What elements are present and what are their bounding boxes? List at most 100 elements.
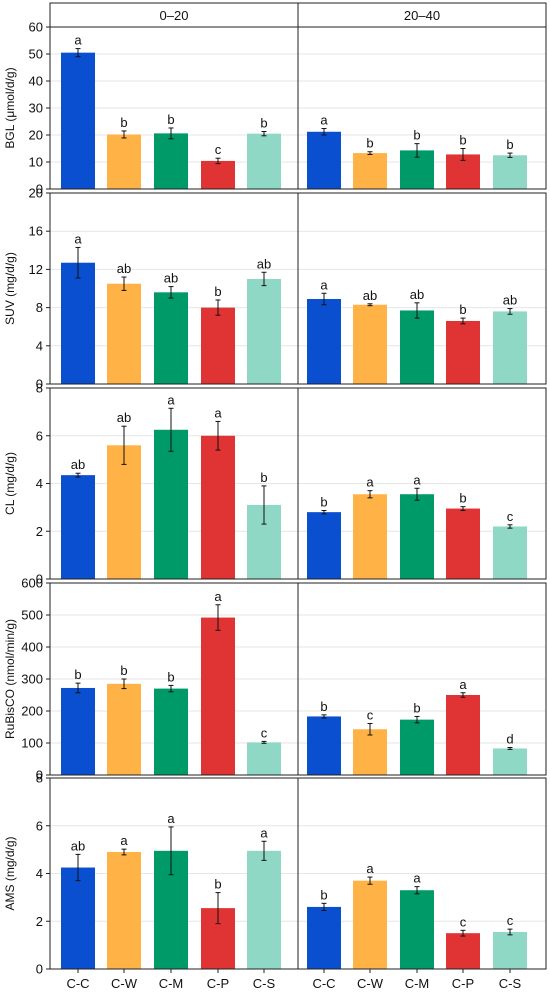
- y-tick-label: 20: [29, 186, 43, 201]
- bar-c-c-group2: [307, 131, 341, 189]
- y-axis-label: CL (mg/d/g): [3, 452, 17, 515]
- significance-letter: c: [460, 914, 467, 929]
- bar-c-m-group1: [154, 133, 188, 189]
- significance-letter: b: [413, 700, 420, 715]
- panel-1: 0 10 20 30 40 50 60 BGL (μmol/d/g) a b b c b a b b b b 0–2…: [3, 2, 547, 197]
- y-tick-label: 50: [29, 47, 43, 62]
- y-tick-label: 300: [21, 672, 43, 687]
- significance-letter: b: [120, 115, 127, 130]
- y-tick-label: 20: [29, 128, 43, 143]
- y-tick-label: 600: [21, 576, 43, 591]
- bar-c-s-group2: [493, 931, 527, 969]
- bar-c-p-group2: [446, 933, 480, 969]
- significance-letter: d: [506, 731, 513, 746]
- bar-c-c-group2: [307, 299, 341, 384]
- facet-header-right: 20–40: [404, 8, 440, 23]
- significance-letter: b: [214, 877, 221, 892]
- x-tick-label: C-S: [499, 976, 522, 991]
- x-tick-label: C-C: [66, 976, 89, 991]
- bar-c-p-group1: [201, 160, 235, 189]
- bar-c-s-group1: [247, 278, 281, 384]
- significance-letter: b: [260, 115, 267, 130]
- x-tick-label: C-P: [452, 976, 474, 991]
- bar-c-p-group1: [201, 435, 235, 579]
- y-tick-label: 40: [29, 74, 43, 89]
- significance-letter: c: [507, 509, 514, 524]
- significance-letter: b: [167, 112, 174, 127]
- bar-c-c-group1: [61, 262, 95, 384]
- significance-letter: ab: [363, 288, 377, 303]
- y-axis-label: RuBisCO (nmol/min/g): [3, 619, 17, 739]
- bar-c-c-group2: [307, 716, 341, 775]
- y-axis-label: SUV (mg/d/g): [3, 252, 17, 325]
- bar-c-s-group1: [247, 850, 281, 969]
- y-tick-label: 10: [29, 155, 43, 170]
- bar-c-s-group1: [247, 133, 281, 189]
- significance-letter: a: [214, 405, 222, 420]
- bar-c-m-group2: [400, 890, 434, 969]
- y-tick-label: 0: [36, 182, 43, 197]
- significance-letter: ab: [164, 271, 178, 286]
- y-tick-label: 6: [36, 428, 43, 443]
- significance-letter: b: [167, 669, 174, 684]
- significance-letter: b: [214, 284, 221, 299]
- bar-c-s-group2: [493, 748, 527, 775]
- significance-letter: ab: [503, 293, 517, 308]
- significance-letter: a: [167, 811, 175, 826]
- y-tick-label: 0: [36, 572, 43, 587]
- bar-c-c-group2: [307, 906, 341, 969]
- significance-letter: ab: [257, 256, 271, 271]
- bar-c-m-group2: [400, 310, 434, 384]
- significance-letter: b: [320, 699, 327, 714]
- significance-letter: c: [261, 725, 268, 740]
- bar-c-m-group2: [400, 719, 434, 775]
- bar-c-p-group2: [446, 695, 480, 775]
- significance-letter: a: [320, 113, 328, 128]
- bar-c-c-group1: [61, 475, 95, 579]
- bar-c-m-group1: [154, 688, 188, 775]
- significance-letter: a: [74, 231, 82, 246]
- y-tick-label: 4: [36, 476, 43, 491]
- x-tick-label: C-W: [357, 976, 384, 991]
- bar-c-m-group1: [154, 429, 188, 579]
- x-tick-label: C-W: [111, 976, 138, 991]
- y-tick-label: 0: [36, 962, 43, 977]
- bar-c-p-group2: [446, 320, 480, 384]
- x-tick-label: C-M: [405, 976, 430, 991]
- significance-letter: b: [506, 137, 513, 152]
- significance-letter: c: [215, 142, 222, 157]
- y-tick-label: 500: [21, 608, 43, 623]
- bar-c-p-group1: [201, 307, 235, 384]
- significance-letter: b: [120, 663, 127, 678]
- y-tick-label: 8: [36, 771, 43, 786]
- y-tick-label: 4: [36, 338, 43, 353]
- significance-letter: b: [260, 470, 267, 485]
- significance-letter: a: [74, 33, 82, 48]
- bar-c-w-group2: [353, 304, 387, 384]
- x-tick-label: C-C: [312, 976, 335, 991]
- significance-letter: a: [366, 861, 374, 876]
- facet-header-left: 0–20: [160, 8, 189, 23]
- y-tick-label: 60: [29, 20, 43, 35]
- y-axis-label: BGL (μmol/d/g): [3, 67, 17, 148]
- bar-c-p-group1: [201, 617, 235, 775]
- significance-letter: ab: [410, 287, 424, 302]
- y-tick-label: 8: [36, 300, 43, 315]
- bar-c-w-group1: [107, 445, 141, 579]
- bar-c-p-group2: [446, 508, 480, 579]
- significance-letter: a: [320, 277, 328, 292]
- significance-letter: b: [459, 491, 466, 506]
- significance-letter: b: [74, 667, 81, 682]
- y-tick-label: 6: [36, 818, 43, 833]
- y-tick-label: 30: [29, 101, 43, 116]
- y-tick-label: 12: [29, 262, 43, 277]
- y-tick-label: 0: [36, 768, 43, 783]
- bar-c-w-group2: [353, 880, 387, 969]
- significance-letter: b: [413, 128, 420, 143]
- bar-c-w-group2: [353, 153, 387, 189]
- bar-c-s-group2: [493, 155, 527, 189]
- bar-c-w-group2: [353, 494, 387, 579]
- bar-c-c-group1: [61, 687, 95, 775]
